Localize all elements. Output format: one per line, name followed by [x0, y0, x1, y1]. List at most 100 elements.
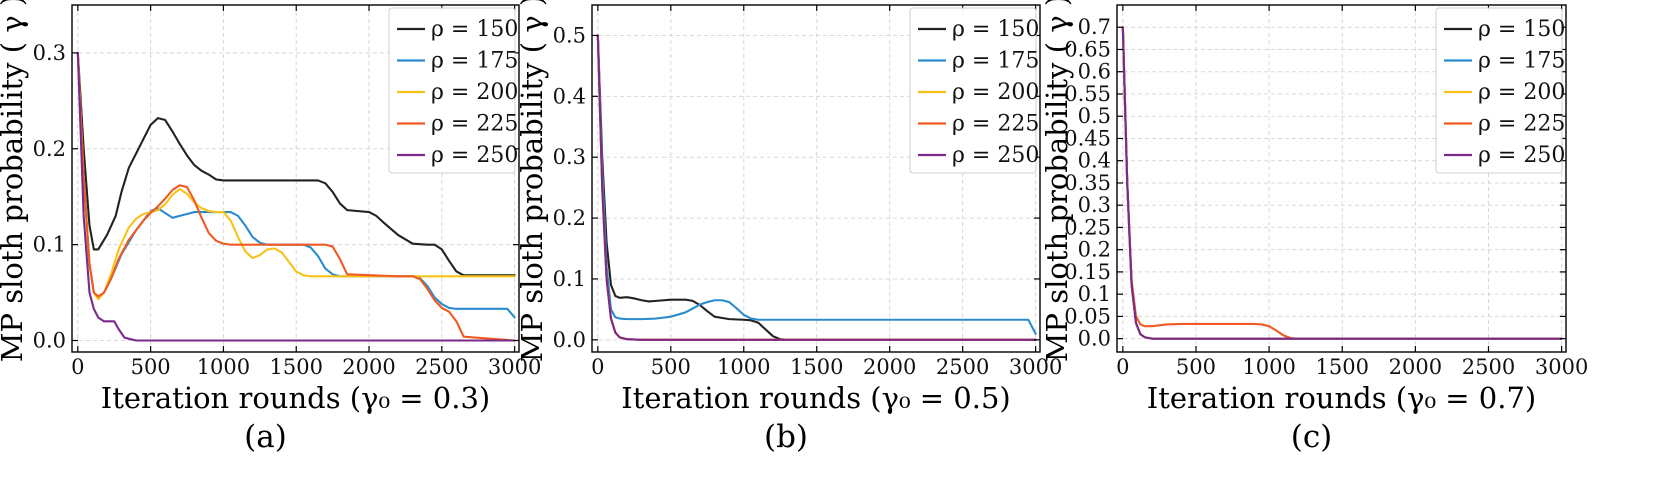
series-line-rho-250 — [76, 51, 516, 342]
series-line-rho-225 — [1121, 26, 1563, 340]
y-tick-label: 0.5 — [1078, 104, 1111, 128]
series-group — [596, 34, 1037, 341]
x-tick-label: 2500 — [415, 355, 468, 379]
y-tick-label: 0.7 — [1078, 15, 1111, 39]
y-axis-label: MP sloth probability ( γ ) — [1040, 0, 1074, 362]
legend-box — [388, 7, 516, 174]
legend-entry-label: ρ = 200 — [1478, 80, 1565, 105]
x-tick-label: 1000 — [717, 355, 770, 379]
legend-entry-label: ρ = 150 — [1478, 17, 1565, 42]
y-tick-label: 0.25 — [1064, 215, 1111, 239]
legend: ρ = 150 ρ = 175 ρ = 200 ρ = 225 ρ = 250 — [1435, 7, 1565, 174]
y-tick-label: 0.5 — [553, 23, 586, 47]
y-tick-label: 0.1 — [33, 233, 66, 257]
x-axis-ticks: 0 500 1000 1500 2000 2500 3000 — [591, 5, 1062, 379]
y-tick-label: 0.3 — [1078, 193, 1111, 217]
y-axis-label: MP sloth probability ( γ ) — [0, 0, 29, 362]
y-axis-ticks: 0.0 0.1 0.2 0.3 0.4 0.5 — [553, 23, 1040, 352]
y-tick-label: 0.0 — [553, 328, 586, 352]
y-tick-label: 0.45 — [1064, 126, 1111, 150]
x-tick-label: 0 — [591, 355, 604, 379]
x-tick-label: 1500 — [790, 355, 843, 379]
series-group — [76, 51, 516, 342]
series-line-rho-150 — [596, 34, 1037, 341]
panel-label: (c) — [1291, 419, 1333, 455]
x-tick-label: 1500 — [270, 355, 323, 379]
legend-entry-label: ρ = 175 — [952, 49, 1039, 74]
y-tick-label: 0.3 — [553, 145, 586, 169]
y-tick-label: 0.1 — [1078, 282, 1111, 306]
x-axis-ticks: 0 500 1000 1500 2000 2500 3000 — [71, 5, 541, 379]
panel-b: 0 500 1000 1500 2000 2500 30000.00.10.20.30.40… — [515, 0, 1062, 455]
y-tick-label: 0.0 — [1078, 327, 1111, 351]
x-tick-label: 2000 — [1389, 355, 1442, 379]
y-tick-label: 0.35 — [1064, 171, 1111, 195]
x-tick-label: 3000 — [488, 355, 541, 379]
y-tick-label: 0.6 — [1078, 60, 1111, 84]
x-tick-label: 2500 — [936, 355, 989, 379]
series-line-rho-225 — [76, 51, 516, 342]
plot-frame — [1116, 4, 1567, 353]
y-tick-label: 0.3 — [33, 41, 66, 65]
x-axis-label: Iteration rounds (γ₀ = 0.3) — [101, 381, 491, 415]
series-group — [1121, 26, 1563, 340]
y-axis-ticks: 0.00.050.10.150.20.250.30.350.40.450.50.… — [1064, 15, 1566, 351]
x-axis-label: Iteration rounds (γ₀ = 0.5) — [621, 381, 1011, 415]
y-axis-label: MP sloth probability ( γ ) — [515, 0, 549, 362]
x-tick-label: 0 — [1116, 355, 1129, 379]
x-tick-label: 500 — [1176, 355, 1216, 379]
legend: ρ = 150 ρ = 175 ρ = 200 ρ = 225 ρ = 250 — [909, 7, 1039, 174]
legend-entry-label: ρ = 225 — [431, 112, 518, 137]
legend-box — [1435, 7, 1563, 174]
series-line-rho-175 — [596, 34, 1037, 335]
legend-entry-label: ρ = 250 — [1478, 143, 1565, 168]
legend-entry-label: ρ = 150 — [431, 17, 518, 42]
y-tick-label: 0.2 — [33, 137, 66, 161]
x-tick-label: 2000 — [863, 355, 916, 379]
y-tick-label: 0.4 — [1078, 149, 1111, 173]
legend-entry-label: ρ = 175 — [431, 49, 518, 74]
x-tick-label: 0 — [71, 355, 84, 379]
y-tick-label: 0.4 — [553, 84, 586, 108]
y-tick-label: 0.55 — [1064, 82, 1111, 106]
y-tick-label: 0.05 — [1064, 304, 1111, 328]
legend-entry-label: ρ = 250 — [952, 143, 1039, 168]
legend-entry-label: ρ = 200 — [431, 80, 518, 105]
series-line-rho-200 — [76, 51, 516, 301]
legend: ρ = 150 ρ = 175 ρ = 200 ρ = 225 ρ = 250 — [388, 7, 518, 174]
panel-a: 0 500 1000 1500 2000 2500 3000 0.0 0.1 0.2 0.3MP s… — [0, 0, 541, 455]
series-line-rho-250 — [1121, 26, 1563, 340]
legend-entry-label: ρ = 150 — [952, 17, 1039, 42]
x-tick-label: 1500 — [1316, 355, 1369, 379]
x-axis-ticks: 0 500 1000 1500 2000 2500 3000 — [1116, 5, 1588, 379]
plot-frame — [71, 4, 520, 353]
panel-label: (b) — [764, 419, 808, 455]
legend-box — [909, 7, 1037, 174]
x-tick-label: 3000 — [1535, 355, 1588, 379]
panel-label: (a) — [244, 419, 287, 455]
y-tick-label: 0.0 — [33, 328, 66, 352]
x-tick-label: 1000 — [197, 355, 250, 379]
panel-c: 0 500 1000 1500 2000 2500 30000.00.050.10.150.… — [1040, 0, 1588, 455]
series-line-rho-150 — [76, 51, 516, 277]
x-tick-label: 2000 — [342, 355, 395, 379]
series-line-rho-250 — [596, 34, 1037, 341]
legend-entry-label: ρ = 200 — [952, 80, 1039, 105]
x-tick-label: 3000 — [1009, 355, 1062, 379]
x-tick-label: 1000 — [1242, 355, 1295, 379]
y-tick-label: 0.2 — [1078, 238, 1111, 262]
y-tick-label: 0.65 — [1064, 37, 1111, 61]
legend-entry-label: ρ = 250 — [431, 143, 518, 168]
legend-entry-label: ρ = 225 — [1478, 112, 1565, 137]
legend-entry-label: ρ = 225 — [952, 112, 1039, 137]
x-tick-label: 2500 — [1462, 355, 1515, 379]
x-axis-label: Iteration rounds (γ₀ = 0.7) — [1147, 381, 1537, 415]
y-tick-label: 0.1 — [553, 267, 586, 291]
x-tick-label: 500 — [131, 355, 171, 379]
y-axis-ticks: 0.0 0.1 0.2 0.3 — [33, 41, 519, 352]
x-tick-label: 500 — [651, 355, 691, 379]
y-tick-label: 0.15 — [1064, 260, 1111, 284]
plot-frame — [591, 4, 1041, 353]
y-tick-label: 0.2 — [553, 206, 586, 230]
